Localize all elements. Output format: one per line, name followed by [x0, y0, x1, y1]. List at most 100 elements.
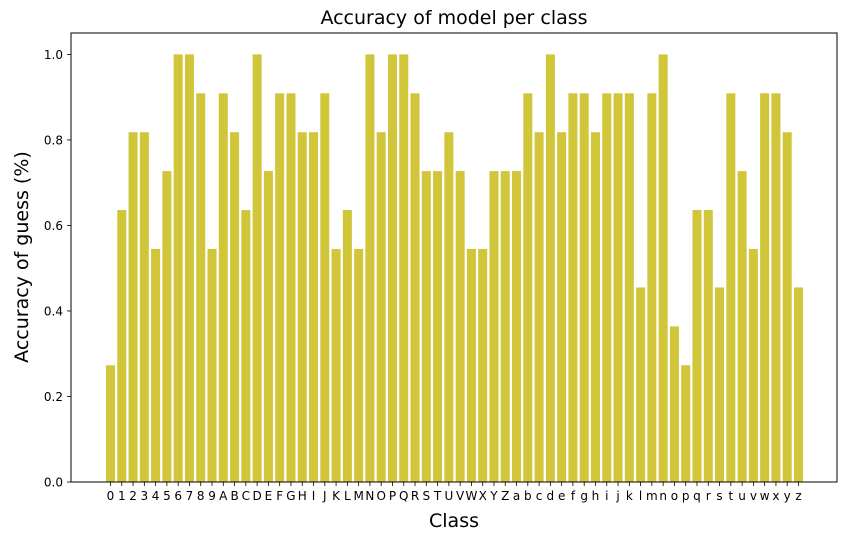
x-tick-label: v [750, 489, 757, 503]
bar-j [613, 93, 623, 482]
bar-P [387, 54, 397, 482]
bar-o [669, 326, 679, 482]
x-tick-label: z [795, 489, 801, 503]
bar-7 [184, 54, 194, 482]
x-tick-label: U [444, 489, 453, 503]
x-tick-label: k [626, 489, 633, 503]
y-tick-label: 0.2 [44, 390, 63, 404]
bar-y [782, 132, 792, 482]
x-tick-label: 5 [163, 489, 171, 503]
y-tick-label: 0.4 [44, 304, 63, 318]
bar-0 [105, 365, 116, 482]
x-tick-label: 4 [152, 489, 160, 503]
x-tick-label: G [286, 489, 295, 503]
x-tick-label: 0 [107, 489, 115, 503]
bar-g [579, 93, 589, 482]
bar-4 [151, 248, 161, 482]
x-tick-label: 9 [208, 489, 216, 503]
x-tick-label: J [322, 489, 327, 503]
bar-J [320, 93, 330, 482]
bar-E [263, 171, 273, 482]
bar-k [624, 93, 634, 482]
bar-Z [500, 171, 510, 482]
bar-f [568, 93, 578, 482]
bar-U [444, 132, 454, 482]
x-tick-label: 7 [186, 489, 194, 503]
y-tick-label: 0.0 [44, 476, 63, 490]
y-tick-label: 1.0 [44, 48, 63, 62]
bar-p [681, 365, 691, 482]
bar-c [534, 132, 544, 482]
x-tick-label: L [344, 489, 351, 503]
bar-6 [173, 54, 183, 482]
bar-S [421, 171, 431, 482]
x-tick-label: 2 [129, 489, 137, 503]
y-ticks: 0.0 0.2 0.4 0.6 0.8 1.0 [44, 48, 71, 490]
bar-e [557, 132, 567, 482]
x-tick-label: r [706, 489, 711, 503]
x-tick-label: V [456, 489, 465, 503]
bar-A [218, 93, 228, 482]
x-tick-label: m [646, 489, 658, 503]
bar-h [590, 132, 600, 482]
x-tick-label: Z [501, 489, 509, 503]
bar-5 [162, 171, 172, 482]
x-tick-label: X [479, 489, 487, 503]
bar-9 [207, 248, 217, 482]
bar-L [342, 210, 352, 482]
bar-T [433, 171, 443, 482]
x-tick-label: P [389, 489, 396, 503]
x-tick-label: u [738, 489, 746, 503]
bar-8 [196, 93, 206, 482]
bar-v [748, 248, 758, 482]
x-tick-label: K [332, 489, 341, 503]
x-tick-label: N [365, 489, 374, 503]
bar-2 [128, 132, 138, 482]
bar-r [703, 210, 713, 482]
x-tick-label: S [422, 489, 430, 503]
y-axis-label: Accuracy of guess (%) [11, 151, 33, 363]
x-tick-label: O [376, 489, 385, 503]
bar-M [354, 248, 364, 482]
x-tick-label: W [465, 489, 477, 503]
x-tick-label: b [524, 489, 532, 503]
bar-Q [399, 54, 409, 482]
x-tick-label: D [252, 489, 261, 503]
bar-G [286, 93, 296, 482]
x-tick-label: F [276, 489, 283, 503]
bars-layer [105, 54, 804, 482]
x-tick-label: C [242, 489, 250, 503]
x-tick-label: 1 [118, 489, 126, 503]
x-tick-label: w [760, 489, 770, 503]
x-tick-label: l [639, 489, 642, 503]
x-tick-label: 3 [141, 489, 149, 503]
x-tick-label: T [433, 489, 442, 503]
bar-l [636, 287, 646, 482]
bar-X [478, 248, 488, 482]
x-tick-label: i [605, 489, 608, 503]
x-tick-label: h [592, 489, 600, 503]
bar-R [410, 93, 420, 482]
x-tick-label: s [716, 489, 722, 503]
bar-x [771, 93, 781, 482]
x-tick-label: M [353, 489, 363, 503]
bar-z [793, 287, 804, 482]
x-tick-label: E [265, 489, 273, 503]
bar-a [512, 171, 522, 482]
x-tick-label: d [547, 489, 555, 503]
x-tick-label: y [784, 489, 791, 503]
bar-I [309, 132, 319, 482]
y-tick-label: 0.6 [44, 219, 63, 233]
plot-frame [70, 32, 838, 483]
bar-D [252, 54, 262, 482]
y-tick-label: 0.8 [44, 133, 63, 147]
x-tick-label: 6 [174, 489, 182, 503]
bar-W [466, 248, 476, 482]
bar-V [455, 171, 465, 482]
bar-b [523, 93, 533, 482]
bar-F [275, 93, 285, 482]
bar-s [715, 287, 725, 482]
bar-i [602, 93, 612, 482]
